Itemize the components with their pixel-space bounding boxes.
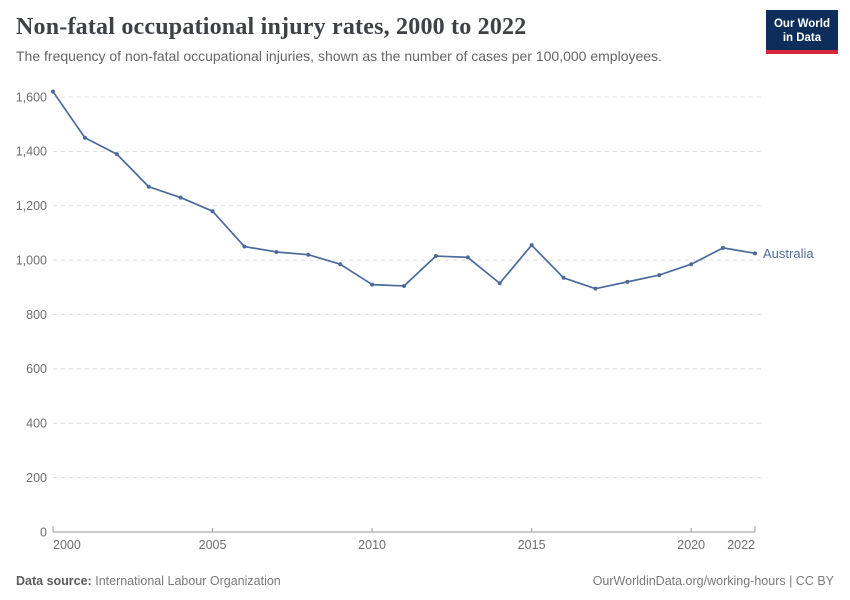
y-axis-tick-label: 1,400 [16,145,47,159]
data-point [593,286,598,291]
data-point [146,184,151,189]
x-axis-tick-label: 2005 [199,538,227,552]
x-axis-tick-label: 2010 [358,538,386,552]
data-point [242,244,247,249]
data-point [721,245,726,250]
data-point [51,89,55,94]
y-axis-tick-label: 600 [26,362,47,376]
data-source-value: International Labour Organization [95,574,281,588]
data-source-label: Data source: [16,574,92,588]
australia-line-series [52,90,756,290]
data-point [433,254,438,259]
y-axis-tick-label: 0 [40,525,47,539]
owid-logo[interactable]: Our World in Data [765,10,838,55]
chart-subtitle: The frequency of non-fatal occupational … [16,48,662,64]
data-point [625,279,630,284]
data-point [402,283,406,288]
data-point [210,209,215,214]
data-point [338,262,343,267]
chart-title: Non-fatal occupational injury rates, 200… [16,14,527,40]
data-source: Data source: International Labour Organi… [16,574,281,588]
data-point [657,273,662,278]
data-point [306,252,311,257]
data-point [114,152,119,157]
x-axis-tick-label: 2020 [677,538,705,552]
chart-footer: Data source: International Labour Organi… [16,574,834,588]
data-point [689,262,694,267]
logo-line-1: Our World [773,18,830,30]
logo-line-2: in Data [782,32,822,45]
y-axis-tick-label: 1,000 [16,253,47,267]
data-point [274,249,279,254]
y-axis-tick-label: 400 [26,417,47,431]
data-point [753,251,757,256]
x-axis-tick-label: 2022 [727,538,755,552]
y-axis-tick-label: 1,600 [16,90,47,104]
data-point [561,275,566,280]
data-point [497,281,502,286]
data-point [529,243,534,248]
y-axis-tick-label: 800 [26,308,47,322]
data-point [82,135,87,140]
y-axis-tick-label: 200 [26,471,47,485]
data-point [370,282,375,287]
series-label-australia[interactable]: Australia [763,246,814,261]
x-axis-tick-label: 2000 [53,538,81,552]
data-point [178,195,183,200]
chart-header: Non-fatal occupational injury rates, 200… [0,0,850,64]
credit-link[interactable]: OurWorldinData.org/working-hours | CC BY [592,574,834,588]
y-axis-tick-label: 1,200 [16,199,47,213]
data-point [465,255,470,260]
x-axis-tick-label: 2015 [518,538,546,552]
